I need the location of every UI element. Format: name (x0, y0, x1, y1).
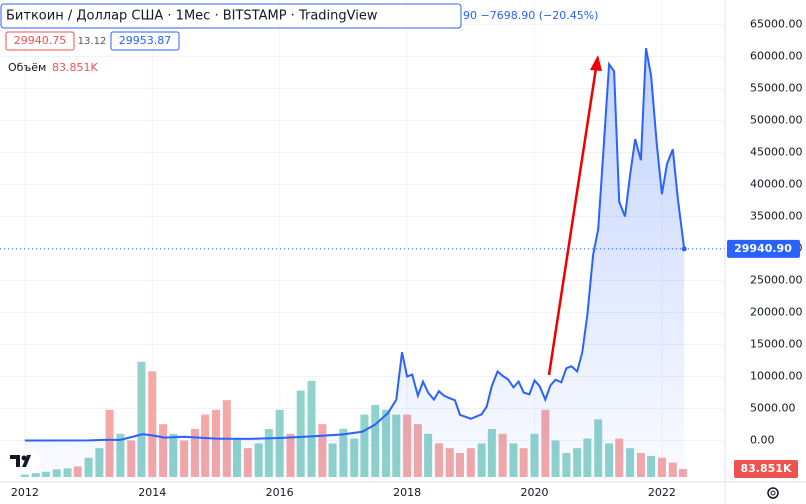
settings-icon[interactable] (767, 487, 779, 499)
x-tick-label: 2014 (138, 486, 166, 499)
y-tick-label: 20000.00 (750, 306, 803, 319)
x-tick-label: 2022 (648, 486, 676, 499)
change: 90 −7698.90 (−20.45%) (463, 9, 598, 22)
spread: 13.12 (78, 36, 107, 47)
title-box (0, 3, 462, 29)
axes: 0.00 5000.00 10000.00 15000.00 20000.00 25000… (11, 18, 803, 499)
y-tick-label: 50000.00 (750, 114, 803, 127)
last-point (681, 246, 687, 252)
y-tick-label: 5000.00 (750, 402, 796, 415)
bid: 29940.75 (14, 34, 67, 47)
y-tick-label: 65000.00 (750, 18, 803, 31)
y-tick-label: 0.00 (750, 434, 775, 447)
logo (4, 448, 40, 474)
volume-bar (137, 361, 146, 477)
area (24, 48, 685, 480)
ask-box (110, 31, 180, 51)
volume-bar (307, 381, 316, 477)
x-tick-label: 2012 (11, 486, 39, 499)
last-price-badge (727, 239, 800, 258)
x-tick-label: 2018 (393, 486, 421, 499)
y-tick-label: 15000.00 (750, 338, 803, 351)
bid-box (5, 31, 75, 51)
y-tick-label: 10000.00 (750, 370, 803, 383)
volume-bar (296, 390, 305, 477)
volume-badge-label: 83.851K (741, 462, 792, 475)
x-tick-label: 2020 (521, 486, 549, 499)
y-tick-label: 45000.00 (750, 146, 803, 159)
y-tick-label: 60000.00 (750, 50, 803, 63)
volume-name: Объём (8, 61, 46, 74)
arrow (547, 55, 602, 376)
plot (0, 48, 725, 480)
volume-bar (148, 371, 157, 477)
y-tick-label: 35000.00 (750, 210, 803, 223)
last-price-label: 29940.90 (734, 242, 792, 255)
ask: 29953.87 (119, 34, 172, 47)
y-tick-label: 25000.00 (750, 274, 803, 287)
line (24, 48, 686, 442)
title: Биткоин / Доллар США · 1Мес · BITSTAMP ·… (6, 9, 378, 24)
volume-last: 83.851K (52, 61, 98, 74)
y-tick-label: 55000.00 (750, 82, 803, 95)
y-tick-label: 40000.00 (750, 178, 803, 191)
x-tick-label: 2016 (266, 486, 294, 499)
volume-badge (734, 459, 798, 478)
